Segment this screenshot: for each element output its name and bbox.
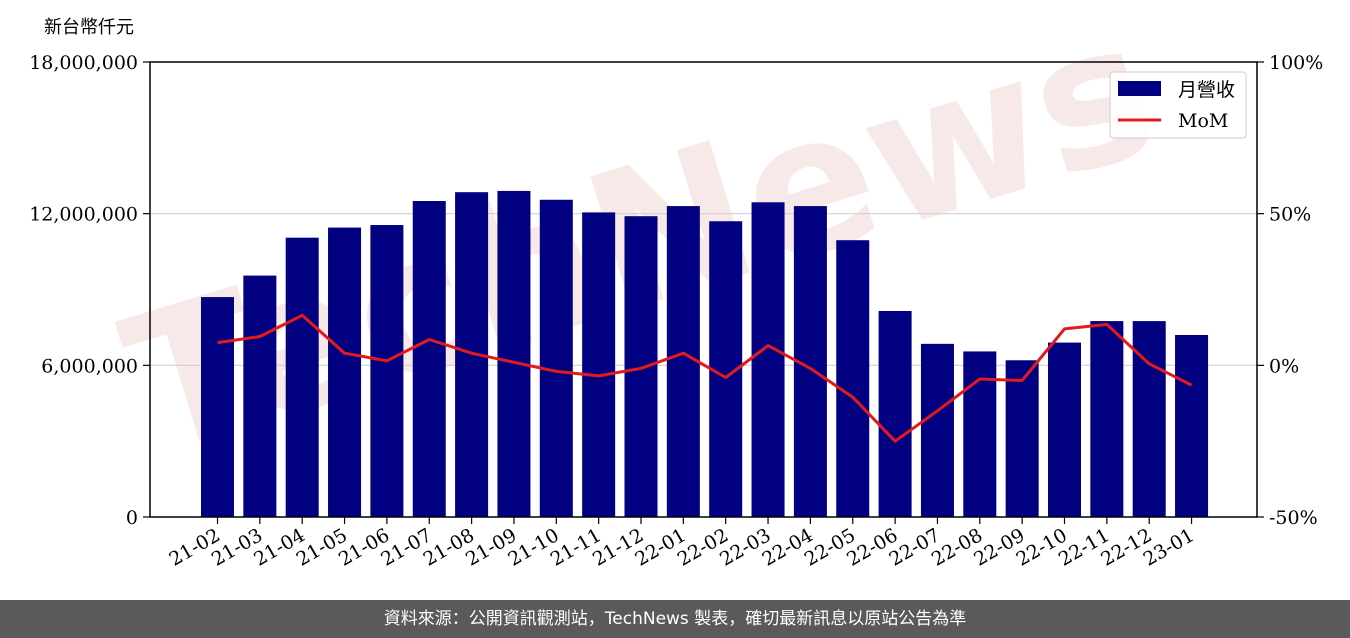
revenue-bar — [920, 343, 954, 517]
legend: 月營收 MoM — [1109, 71, 1247, 139]
revenue-bar — [878, 310, 912, 517]
legend-label-revenue: 月營收 — [1178, 79, 1235, 101]
legend-label-mom: MoM — [1178, 110, 1228, 132]
revenue-bar — [328, 227, 362, 517]
legend-swatch-bar — [1118, 81, 1161, 96]
left-tick-label: 12,000,000 — [29, 204, 138, 226]
revenue-bar — [963, 351, 997, 517]
left-tick-label: 0 — [126, 507, 138, 529]
chart: TechNews 新台幣仟元 06,000,00012,000,00018,00… — [29, 0, 1323, 571]
right-y-axis: -50% 0% 50% 100% — [1257, 52, 1323, 529]
revenue-bar — [539, 199, 573, 517]
revenue-bar — [201, 297, 234, 517]
right-tick-label: 0% — [1269, 355, 1299, 377]
revenue-bar — [370, 225, 404, 517]
right-tick-label: -50% — [1269, 507, 1318, 529]
revenue-bar — [624, 216, 658, 517]
revenue-bar — [497, 190, 531, 517]
revenue-bar — [666, 206, 700, 518]
revenue-bar — [412, 201, 446, 517]
revenue-bar — [582, 212, 616, 517]
revenue-bar — [1175, 335, 1209, 517]
right-tick-label: 50% — [1269, 204, 1311, 226]
plot-frame — [149, 61, 1258, 518]
source-footer: 資料來源：公開資訊觀測站，TechNews 製表，確切最新訊息以原站公告為準 — [0, 600, 1350, 638]
y-axis-unit-label: 新台幣仟元 — [44, 17, 134, 38]
left-tick-label: 6,000,000 — [41, 355, 138, 377]
left-tick-label: 18,000,000 — [29, 52, 138, 74]
right-tick-label: 100% — [1269, 52, 1323, 74]
revenue-bar — [1132, 321, 1166, 517]
revenue-bar — [1005, 360, 1039, 517]
revenue-bar — [285, 237, 319, 518]
revenue-bar — [243, 275, 277, 517]
mom-line-series — [217, 313, 1193, 443]
mom-line — [217, 313, 1193, 443]
x-axis: 21-0221-0321-0421-0521-0621-0721-0821-09… — [166, 517, 1198, 571]
revenue-bar — [751, 202, 785, 517]
left-y-axis: 0 6,000,000 12,000,000 18,000,000 — [29, 52, 150, 529]
revenue-bar — [1090, 321, 1124, 517]
revenue-bar — [836, 240, 870, 518]
revenue-bar — [1048, 342, 1081, 517]
